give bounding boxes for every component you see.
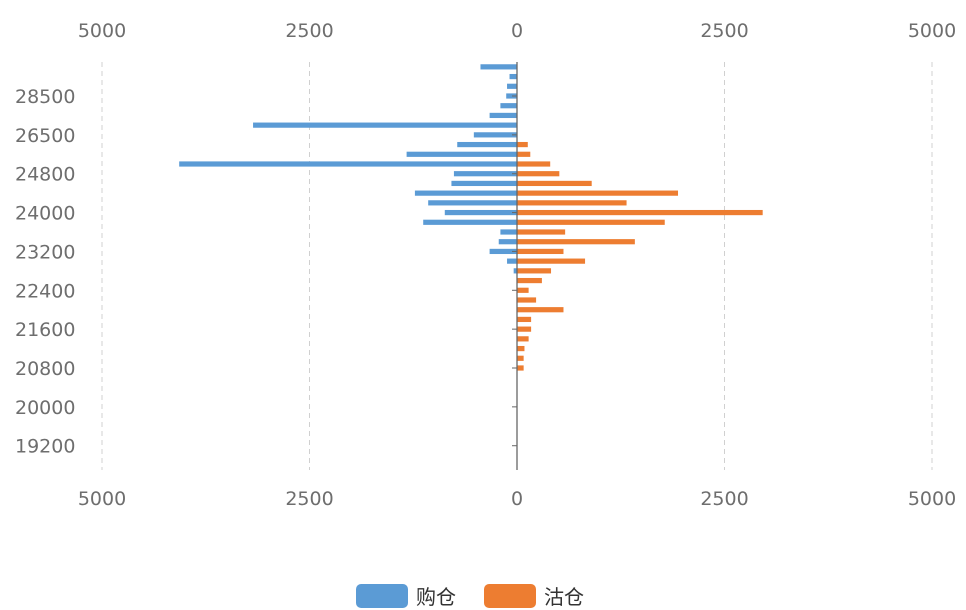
- bar-put: [414, 190, 517, 196]
- y-tick-label: 21600: [15, 319, 75, 341]
- bar-call: [517, 345, 525, 352]
- x-tick-label-top: 0: [511, 20, 523, 42]
- x-tick-label-top: 5000: [908, 20, 956, 42]
- bar-call: [517, 316, 532, 323]
- x-axis-top-tick-labels: 5000 2500 0 2500 5000: [78, 20, 956, 42]
- y-tick-label: 24800: [15, 164, 75, 186]
- y-tick-label: 20000: [15, 397, 75, 419]
- x-tick-label-top: 2500: [700, 20, 748, 42]
- bar-put: [500, 229, 517, 235]
- x-tick-label-bottom: 2500: [700, 488, 748, 510]
- bar-call: [517, 229, 566, 235]
- bar-put: [253, 122, 517, 128]
- bar-call: [517, 355, 524, 361]
- y-tick-label: 26500: [15, 125, 75, 147]
- bar-call: [517, 209, 763, 216]
- bar-call: [517, 297, 537, 303]
- bar-put: [451, 180, 517, 187]
- legend-label-call: 沽仓: [544, 585, 584, 609]
- x-tick-label-bottom: 0: [511, 488, 523, 510]
- bar-call: [517, 268, 552, 274]
- y-tick-label: 28500: [15, 86, 75, 108]
- bar-call: [517, 336, 529, 342]
- series-put-bars: [179, 64, 517, 274]
- x-tick-label-top: 2500: [285, 20, 333, 42]
- y-tick-label: 19200: [15, 436, 75, 458]
- bar-call: [517, 277, 542, 284]
- x-tick-label-bottom: 5000: [908, 488, 956, 510]
- bar-call: [517, 161, 551, 167]
- bar-call: [517, 141, 528, 148]
- bar-put: [457, 141, 517, 148]
- bar-call: [517, 307, 564, 313]
- center-axis: [512, 62, 518, 470]
- bar-call: [517, 219, 665, 225]
- legend-item-put[interactable]: 购仓: [356, 584, 456, 609]
- y-tick-label: 22400: [15, 280, 75, 302]
- y-tick-label: 24000: [15, 203, 75, 225]
- grid-lines: [101, 62, 933, 470]
- bar-put: [489, 248, 517, 255]
- bar-call: [517, 151, 531, 157]
- x-tick-label-bottom: 5000: [78, 488, 126, 510]
- bar-put: [428, 200, 517, 206]
- series-call-bars: [517, 141, 763, 371]
- legend-label-put: 购仓: [416, 585, 456, 609]
- bar-put: [179, 161, 517, 167]
- bar-call: [517, 258, 586, 264]
- bar-call: [517, 171, 560, 177]
- bar-put: [513, 268, 517, 274]
- bar-call: [517, 180, 592, 187]
- bar-put: [406, 151, 517, 157]
- bar-call: [517, 287, 529, 293]
- bar-put: [480, 64, 517, 70]
- bar-call: [517, 190, 679, 196]
- bar-call: [517, 200, 627, 206]
- bar-call: [517, 239, 635, 245]
- x-axis-bottom-tick-labels: 5000 2500 0 2500 5000: [78, 488, 956, 510]
- y-tick-label: 20800: [15, 358, 75, 380]
- bar-put: [473, 132, 517, 138]
- bar-put: [506, 93, 517, 99]
- bar-put: [423, 219, 517, 225]
- legend-swatch-put: [356, 584, 408, 608]
- bar-put: [489, 112, 517, 119]
- bar-put: [507, 258, 517, 264]
- bar-put: [500, 103, 517, 109]
- bar-put: [444, 209, 517, 216]
- x-tick-label-bottom: 2500: [285, 488, 333, 510]
- legend-item-call[interactable]: 沽仓: [484, 584, 584, 609]
- bar-put: [453, 171, 517, 177]
- y-axis-tick-labels: 28500 26500 24800 24000 23200 22400 21600 20800…: [15, 86, 75, 458]
- bar-put: [507, 83, 517, 89]
- bar-put: [498, 239, 517, 245]
- legend-swatch-call: [484, 584, 536, 608]
- bar-call: [517, 365, 524, 371]
- bar-call: [517, 326, 532, 332]
- bar-call: [517, 248, 564, 255]
- bar-put: [509, 73, 517, 80]
- x-tick-label-top: 5000: [78, 20, 126, 42]
- y-tick-label: 23200: [15, 241, 75, 263]
- legend[interactable]: 购仓 沽仓: [356, 584, 584, 609]
